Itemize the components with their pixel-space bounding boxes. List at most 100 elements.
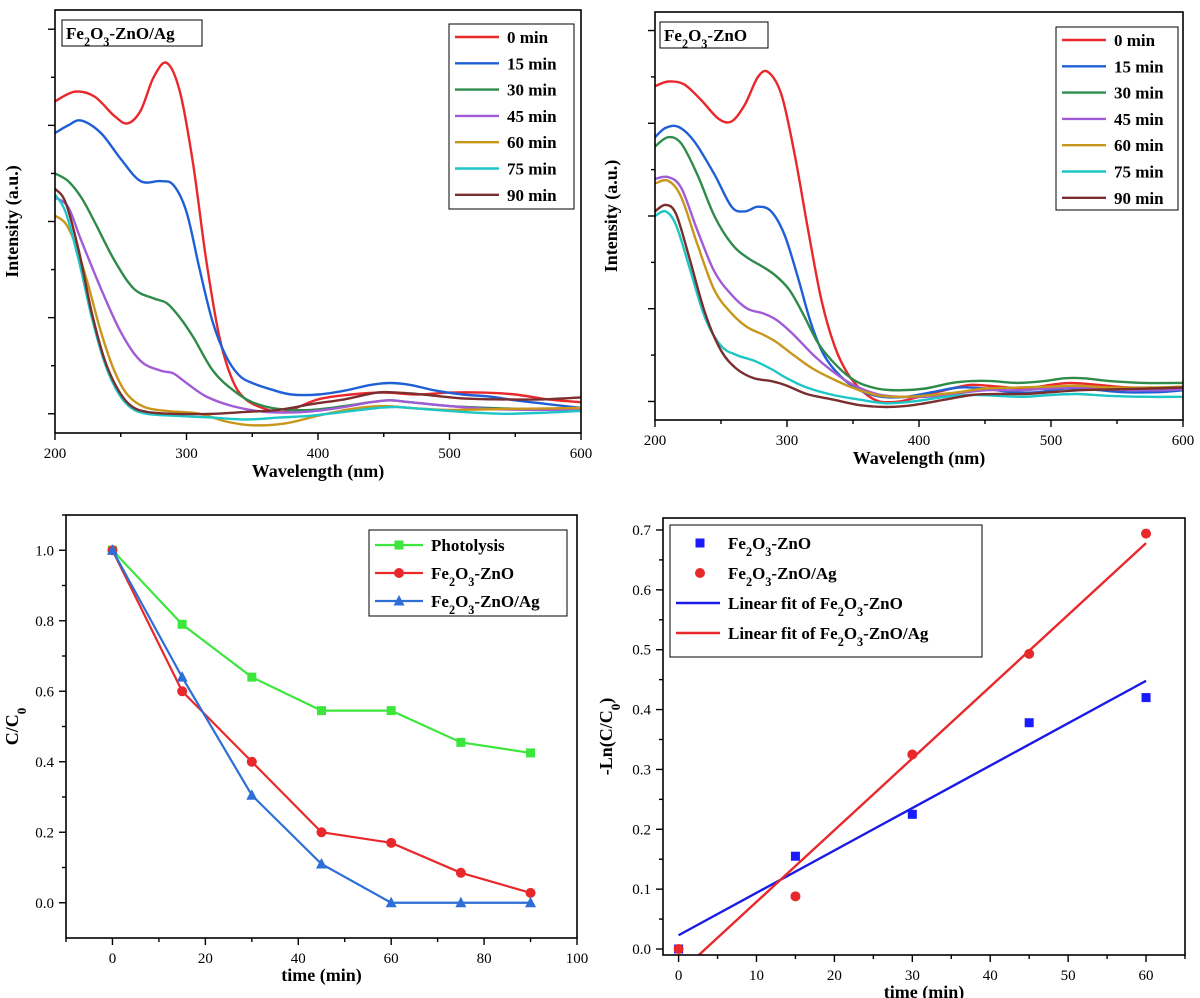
x-tick-label: 600 xyxy=(1172,433,1195,449)
x-tick-label: 60 xyxy=(384,951,399,967)
legend-label: 45 min xyxy=(507,107,557,126)
data-point-Photolysis-90 xyxy=(526,748,536,758)
data-point-Fe2O3-ZnO-15 xyxy=(177,686,188,697)
legend-label: Fe2O3-ZnO xyxy=(431,564,514,589)
legend-label: 15 min xyxy=(1114,57,1164,76)
data-point-Photolysis-30 xyxy=(247,672,257,682)
series-line-60-min xyxy=(655,178,1183,399)
data-point-Fe2O3-ZnO-30 xyxy=(907,809,917,819)
x-tick-label: 500 xyxy=(438,446,461,462)
legend-label: 75 min xyxy=(507,160,557,179)
y-axis-label: C/C0 xyxy=(2,708,29,745)
data-point-Fe2O3-ZnO/Ag-30 xyxy=(246,789,258,800)
legend: Photolysis Fe2O3-ZnO Fe2O3-ZnO/Ag xyxy=(368,529,568,617)
y-axis-label: Intensity (a.u.) xyxy=(2,165,23,278)
plot-area xyxy=(55,61,581,427)
x-axis-label: Wavelength (nm) xyxy=(853,448,986,469)
x-tick-label: 300 xyxy=(776,433,799,449)
series-line-45-min xyxy=(55,196,581,414)
legend-marker xyxy=(695,538,705,548)
legend-label: 30 min xyxy=(1114,84,1164,103)
y-tick-label: 0.6 xyxy=(632,583,651,599)
x-tick-label: 200 xyxy=(44,446,67,462)
x-axis-label: time (min) xyxy=(281,965,361,986)
x-tick-label: 0 xyxy=(675,968,683,984)
y-tick-label: 0.1 xyxy=(632,882,651,898)
legend-label: 75 min xyxy=(1114,163,1164,182)
data-point-Fe2O3-ZnO/Ag-0 xyxy=(673,944,684,955)
plot-area xyxy=(673,528,1152,955)
legend: 0 min 15 min 30 min 45 min 60 min 75 min 90 mi… xyxy=(1055,26,1179,211)
legend-label: 60 min xyxy=(507,133,557,152)
y-tick-label: 0.6 xyxy=(35,684,54,700)
x-tick-label: 40 xyxy=(983,968,998,984)
x-tick-label: 500 xyxy=(1040,433,1063,449)
x-tick-label: 200 xyxy=(644,433,667,449)
legend-marker xyxy=(393,595,405,606)
data-point-Fe2O3-ZnO/Ag-15 xyxy=(790,891,801,902)
legend-label: 15 min xyxy=(507,54,557,73)
y-tick-label: 0.2 xyxy=(632,822,651,838)
x-tick-label: 20 xyxy=(827,968,842,984)
data-point-Fe2O3-ZnO/Ag-75 xyxy=(455,896,467,908)
legend-label: 45 min xyxy=(1114,110,1164,129)
data-point-Fe2O3-ZnO/Ag-15 xyxy=(176,671,188,682)
series-line-90-min xyxy=(655,203,1183,409)
legend-marker xyxy=(394,568,404,578)
data-point-Fe2O3-ZnO/Ag-0 xyxy=(106,544,118,555)
legend-label: Fe2O3-ZnO xyxy=(728,534,811,559)
chart-panel-1: 200 300 400 500 600 Wavelength (nm) Intensity … xyxy=(2,9,593,482)
x-axis-label: time (min) xyxy=(884,982,964,998)
legend-label: Photolysis xyxy=(431,536,505,555)
fit-line-Linear-fit-of-Fe2O3-ZnO xyxy=(678,679,1147,937)
legend-marker xyxy=(394,540,404,550)
legend-label: Fe2O3-ZnO/Ag xyxy=(431,592,540,617)
sample-label-box xyxy=(659,21,769,49)
x-tick-label: 100 xyxy=(566,951,589,967)
series-line-90-min xyxy=(55,187,581,416)
x-tick-label: 400 xyxy=(908,433,931,449)
legend-box xyxy=(669,524,983,658)
series-line-45-min xyxy=(655,175,1183,399)
legend-label: Linear fit of Fe2O3-ZnO/Ag xyxy=(728,624,929,649)
legend-label: 60 min xyxy=(1114,136,1164,155)
data-point-Fe2O3-ZnO-75 xyxy=(455,867,466,878)
y-tick-label: 0.0 xyxy=(632,942,651,958)
chart-panel-3: 0 20 40 60 80 100 0.0 0.2 0.4 0.6 0.8 1.0 time (min)… xyxy=(2,514,589,986)
data-point-Fe2O3-ZnO/Ag-60 xyxy=(385,896,397,908)
legend-label: 90 min xyxy=(1114,189,1164,208)
legend: Fe2O3-ZnO Fe2O3-ZnO/Ag Linear fit of Fe2O3… xyxy=(669,524,983,658)
legend-marker xyxy=(695,568,705,578)
data-point-Fe2O3-ZnO-90 xyxy=(525,887,536,898)
series-line-15-min xyxy=(55,119,581,410)
x-tick-label: 20 xyxy=(198,951,213,967)
y-tick-label: 0.5 xyxy=(632,643,651,659)
data-point-Fe2O3-ZnO-15 xyxy=(790,851,800,861)
legend-label: 0 min xyxy=(1114,31,1156,50)
data-point-Fe2O3-ZnO/Ag-45 xyxy=(1024,648,1035,659)
x-tick-label: 10 xyxy=(749,968,764,984)
legend-label: Fe2O3-ZnO/Ag xyxy=(728,564,837,589)
y-tick-label: 0.4 xyxy=(632,703,651,719)
y-axis-label: Intensity (a.u.) xyxy=(601,160,622,273)
data-point-Fe2O3-ZnO/Ag-30 xyxy=(907,749,918,760)
plot-area xyxy=(106,544,537,908)
data-point-Fe2O3-ZnO/Ag-90 xyxy=(525,896,537,908)
legend-label: 30 min xyxy=(507,81,557,100)
chart-panel-4: 0 10 20 30 40 50 60 0.0 0.1 0.2 0.3 0.4 0.5 0.6 0.7 tim… xyxy=(596,517,1186,998)
data-point-Photolysis-75 xyxy=(456,737,466,747)
x-tick-label: 40 xyxy=(291,951,306,967)
data-point-Photolysis-45 xyxy=(317,706,326,716)
legend-label: 90 min xyxy=(507,186,557,205)
data-point-Fe2O3-ZnO-30 xyxy=(246,756,257,767)
sample-label: Fe2O3-ZnO xyxy=(664,26,747,51)
fit-line-Linear-fit-of-Fe2O3-ZnO/Ag xyxy=(698,542,1147,955)
series-line-75-min xyxy=(55,193,581,421)
x-tick-label: 400 xyxy=(307,446,330,462)
x-tick-label: 50 xyxy=(1061,968,1076,984)
x-tick-label: 30 xyxy=(905,968,920,984)
plot-area xyxy=(655,69,1183,409)
data-point-Fe2O3-ZnO-45 xyxy=(1024,718,1034,728)
x-tick-label: 600 xyxy=(570,446,593,462)
